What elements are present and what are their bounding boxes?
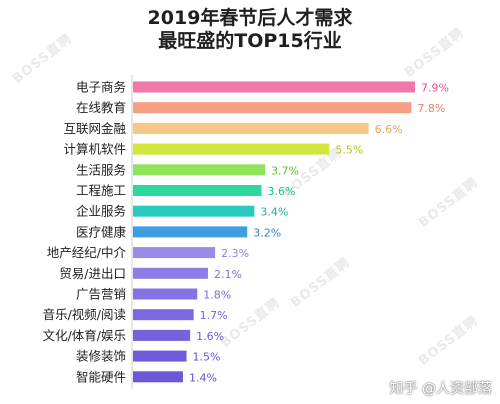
category-label: 计算机软件 — [63, 142, 126, 157]
value-label: 3.2% — [253, 226, 281, 239]
category-label: 生活服务 — [76, 162, 126, 177]
value-label: 3.6% — [268, 185, 296, 198]
value-label: 7.8% — [417, 102, 445, 115]
bar — [133, 185, 262, 196]
category-label: 在线教育 — [76, 100, 126, 115]
category-label: 地产经纪/中介 — [47, 245, 127, 260]
bar — [133, 164, 266, 176]
footer-watermark: 知乎 @人资部落 — [389, 381, 492, 397]
category-label: 企业服务 — [76, 204, 126, 219]
category-label: 文化/体育/娱乐 — [43, 328, 126, 343]
category-label: 贸易/进出口 — [59, 266, 126, 281]
bar — [133, 371, 183, 383]
bar — [133, 226, 248, 238]
value-label: 5.5% — [335, 144, 363, 157]
bar — [133, 309, 194, 321]
category-label: 音乐/视频/阅读 — [43, 307, 126, 322]
value-label: 3.4% — [260, 206, 288, 219]
bar — [133, 122, 369, 134]
category-label: 电子商务 — [76, 80, 126, 95]
bar — [133, 102, 412, 114]
value-label: 1.8% — [203, 289, 231, 302]
value-label: 1.7% — [200, 309, 228, 322]
value-label: 6.6% — [375, 123, 403, 136]
value-label: 1.6% — [196, 330, 224, 343]
category-label: 智能硬件 — [76, 369, 126, 384]
bar — [133, 288, 198, 300]
chart-title-line-2: 最旺盛的TOP15行业 — [158, 30, 342, 52]
category-label: 广告营销 — [76, 287, 126, 302]
value-label: 3.7% — [271, 164, 299, 177]
bar — [133, 247, 216, 259]
value-label: 7.9% — [421, 82, 449, 95]
bar — [133, 267, 208, 279]
bar — [133, 329, 191, 341]
bar — [133, 350, 187, 362]
category-label: 装修装饰 — [76, 349, 126, 364]
value-label: 2.3% — [221, 247, 249, 260]
value-label: 1.5% — [193, 351, 221, 364]
bar — [133, 205, 255, 217]
bar — [133, 81, 415, 93]
value-label: 1.4% — [189, 371, 217, 384]
category-label: 互联网金融 — [63, 121, 126, 136]
bar — [133, 143, 330, 155]
category-label: 医疗健康 — [76, 224, 127, 239]
chart-title-line-1: 2019年春节后人才需求 — [147, 7, 353, 29]
category-label: 工程施工 — [76, 183, 126, 198]
value-label: 2.1% — [214, 268, 242, 281]
